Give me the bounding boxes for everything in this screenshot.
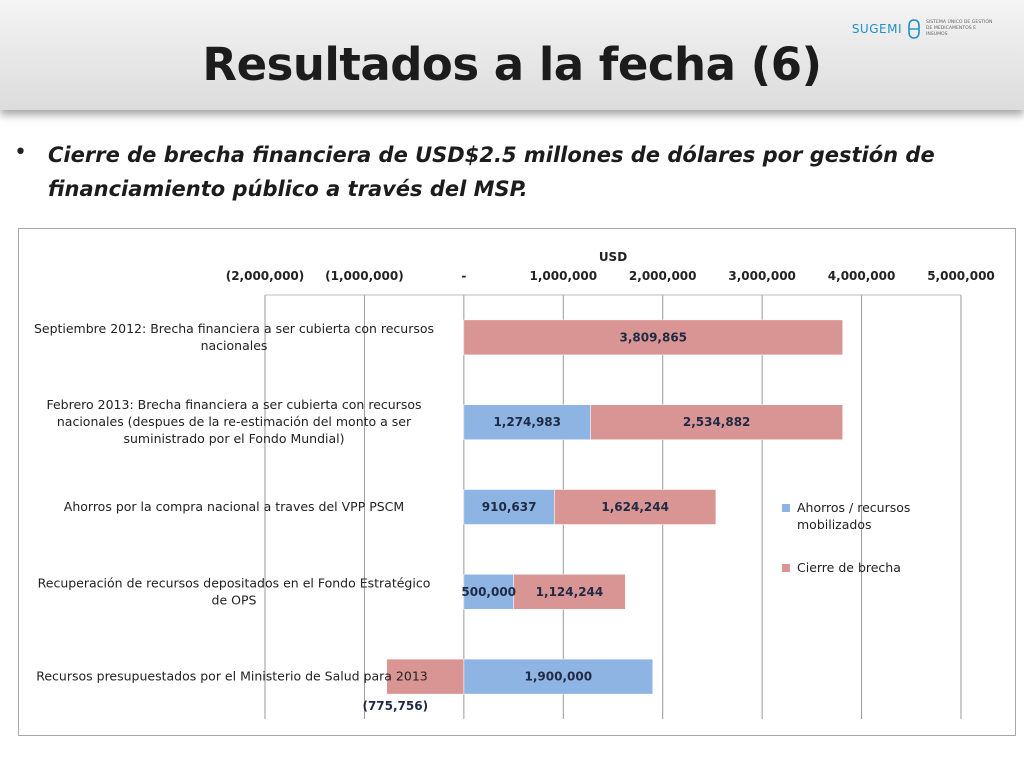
logo-tagline: SISTEMA ÚNICO DE GESTIÓN DE MEDICAMENTOS…	[926, 20, 993, 37]
x-tick-label: 1,000,000	[529, 269, 597, 283]
legend-ahorros-swatch	[782, 504, 790, 512]
data-label-cierre: 2,534,882	[683, 415, 751, 429]
data-label-ahorros: 500,000	[461, 585, 516, 599]
bar-cierre	[590, 404, 843, 440]
data-label-cierre: 1,124,244	[536, 585, 604, 599]
data-label-ahorros: 1,274,983	[493, 415, 561, 429]
x-tick-label: 3,000,000	[728, 269, 796, 283]
x-tick-label: 5,000,000	[927, 269, 995, 283]
data-label-cierre: (775,756)	[362, 699, 428, 713]
bar-cierre	[386, 658, 465, 695]
legend-cierre-swatch	[782, 564, 790, 572]
x-tick-label: 2,000,000	[629, 269, 697, 283]
category-label: Febrero 2013: Brecha financiera a ser cu…	[46, 397, 421, 446]
x-tick-label: 4,000,000	[828, 269, 896, 283]
bar-ahorros	[463, 658, 654, 695]
x-tick-label: (2,000,000)	[226, 269, 305, 283]
chart-container: USD (2,000,000) (1,000,000) - 1,000,000 2,000…	[18, 228, 1016, 736]
logo-name: SUGEMI	[851, 22, 902, 36]
sugemi-logo: SUGEMI SISTEMA ÚNICO DE GESTIÓN DE MEDIC…	[852, 18, 998, 40]
x-tick-label: -	[461, 269, 466, 283]
data-label-cierre: 3,809,865	[619, 330, 687, 344]
capsule-icon	[908, 19, 920, 39]
bar-cierre	[554, 489, 717, 525]
slide-header: Resultados a la fecha (6) SUGEMI SISTEMA…	[0, 0, 1024, 110]
legend-ahorros-label: Ahorros / recursos mobilizados	[797, 500, 910, 532]
bar-ahorros	[463, 574, 514, 610]
x-tick-label: (1,000,000)	[325, 269, 404, 283]
bar-chart: USD (2,000,000) (1,000,000) - 1,000,000 2,000…	[34, 250, 995, 719]
category-label: Ahorros por la compra nacional a traves …	[64, 499, 404, 514]
bullet-text: Cierre de brecha financiera de USD$2.5 m…	[48, 143, 935, 201]
legend-cierre-label: Cierre de brecha	[797, 560, 901, 575]
bar-cierre	[463, 319, 843, 356]
data-label-cierre: 1,624,244	[601, 500, 669, 514]
slide-title: Resultados a la fecha (6)	[202, 38, 822, 91]
category-label: Septiembre 2012: Brecha financiera a ser…	[34, 321, 434, 353]
data-label-ahorros: 1,900,000	[525, 670, 593, 684]
category-label: Recuperación de recursos depositados en …	[38, 575, 431, 607]
bar-ahorros	[463, 489, 555, 525]
x-axis-title: USD	[599, 250, 627, 264]
bullet-marker: •	[14, 140, 27, 165]
bar-ahorros	[463, 404, 591, 440]
data-label-ahorros: 910,637	[482, 500, 537, 514]
bar-cierre	[513, 574, 626, 610]
category-label: Recursos presupuestados por el Ministeri…	[36, 669, 428, 684]
